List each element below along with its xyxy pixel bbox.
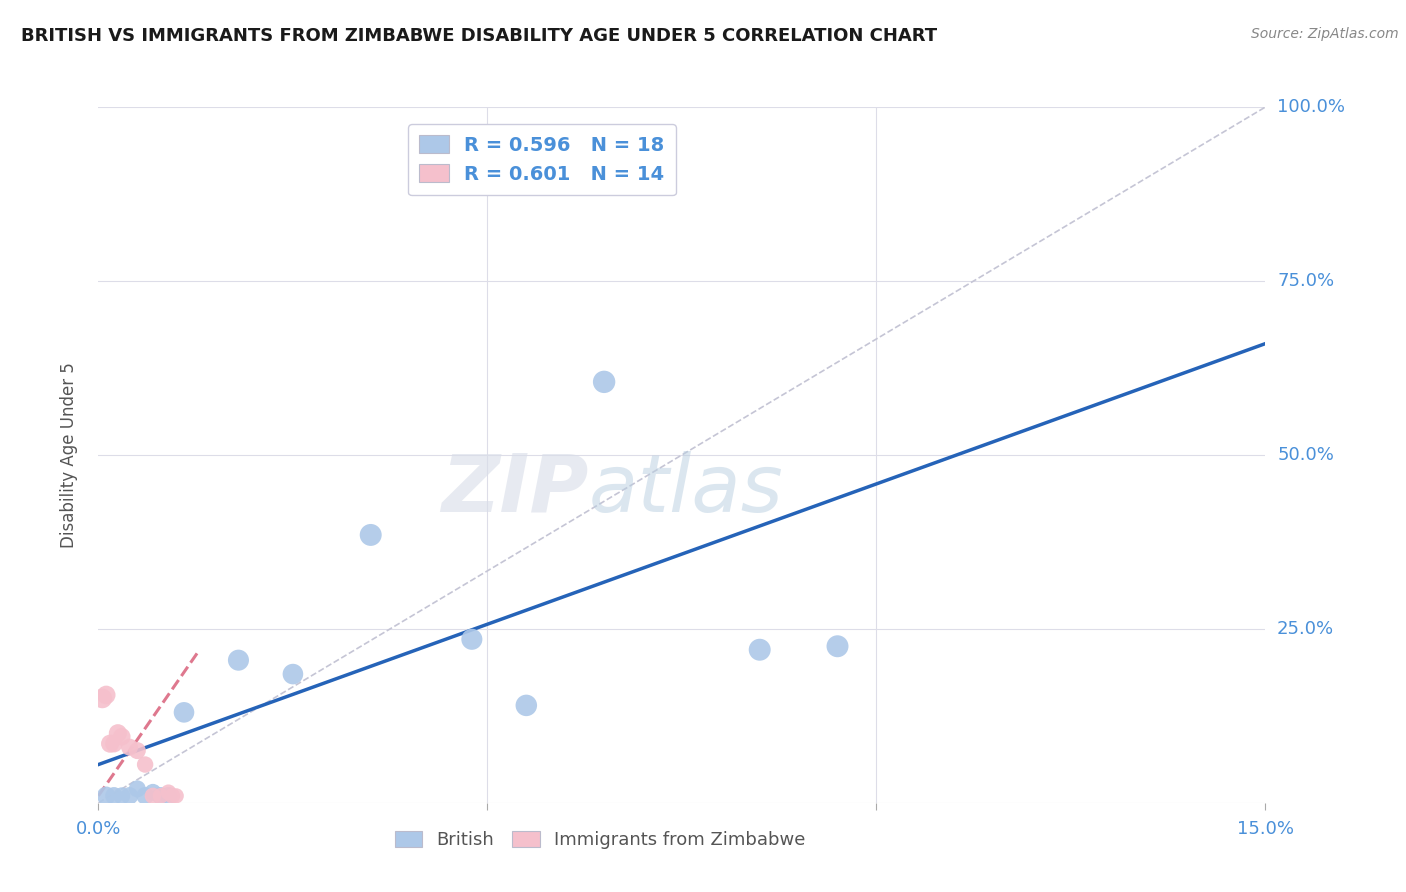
- Point: [157, 785, 180, 799]
- Point: [228, 653, 250, 667]
- Text: atlas: atlas: [589, 450, 783, 529]
- Point: [142, 785, 165, 799]
- Point: [162, 789, 184, 803]
- Legend: British, Immigrants from Zimbabwe: British, Immigrants from Zimbabwe: [388, 823, 813, 856]
- Text: Source: ZipAtlas.com: Source: ZipAtlas.com: [1251, 27, 1399, 41]
- Point: [91, 691, 114, 706]
- Point: [149, 789, 172, 803]
- Point: [118, 740, 141, 755]
- Point: [157, 789, 180, 803]
- Point: [165, 789, 187, 803]
- Point: [134, 789, 156, 803]
- Point: [173, 706, 195, 720]
- Point: [149, 789, 172, 803]
- Point: [118, 789, 141, 803]
- Point: [96, 688, 118, 702]
- Text: ZIP: ZIP: [441, 450, 589, 529]
- Text: 25.0%: 25.0%: [1277, 620, 1334, 638]
- Point: [127, 744, 149, 758]
- Point: [111, 730, 134, 744]
- Text: 50.0%: 50.0%: [1277, 446, 1334, 464]
- Point: [593, 375, 616, 389]
- Point: [103, 789, 125, 803]
- Point: [142, 789, 165, 803]
- Point: [281, 667, 304, 681]
- Point: [827, 639, 849, 653]
- Text: 100.0%: 100.0%: [1277, 98, 1346, 116]
- Point: [134, 757, 156, 772]
- Text: BRITISH VS IMMIGRANTS FROM ZIMBABWE DISABILITY AGE UNDER 5 CORRELATION CHART: BRITISH VS IMMIGRANTS FROM ZIMBABWE DISA…: [21, 27, 938, 45]
- Text: 15.0%: 15.0%: [1237, 821, 1294, 838]
- Point: [461, 632, 484, 647]
- Text: 75.0%: 75.0%: [1277, 272, 1334, 290]
- Point: [515, 698, 537, 713]
- Point: [98, 737, 121, 751]
- Text: 0.0%: 0.0%: [76, 821, 121, 838]
- Point: [107, 726, 129, 740]
- Y-axis label: Disability Age Under 5: Disability Age Under 5: [59, 362, 77, 548]
- Point: [748, 642, 770, 657]
- Point: [96, 789, 118, 803]
- Point: [111, 789, 134, 803]
- Point: [127, 781, 149, 796]
- Point: [360, 528, 382, 542]
- Point: [103, 737, 125, 751]
